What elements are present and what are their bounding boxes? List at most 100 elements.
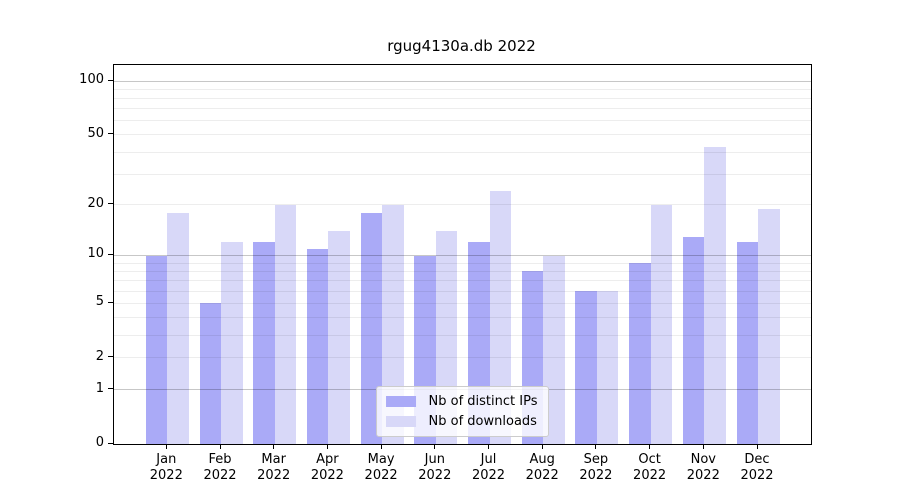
x-tick-year: 2022: [203, 468, 237, 483]
bar-downloads-mar: [274, 204, 297, 444]
x-tick-mark: [488, 444, 489, 449]
legend: Nb of distinct IPs Nb of downloads: [375, 386, 550, 437]
x-tick-year: 2022: [579, 468, 613, 483]
x-tick-year: 2022: [471, 468, 506, 483]
bar-ips-jan: [145, 255, 168, 444]
x-tick-month: Aug: [529, 452, 555, 467]
x-tick-mark: [434, 444, 436, 449]
x-tick-label: Feb 2022: [188, 452, 252, 484]
bar-downloads-dec: [758, 208, 780, 444]
y-tick-mark: [108, 79, 113, 81]
x-tick-mark: [595, 444, 597, 449]
bar-downloads-jul: [489, 190, 511, 444]
x-tick-month: Sep: [583, 452, 609, 467]
y-tick-mark: [108, 253, 113, 255]
bar-ips-oct: [629, 263, 651, 444]
bar-downloads-sep: [596, 291, 619, 444]
x-tick-year: 2022: [633, 468, 667, 483]
x-tick-mark: [380, 444, 382, 449]
bar-ips-mar: [253, 242, 275, 444]
x-tick-year: 2022: [257, 468, 291, 483]
x-tick-month: Apr: [316, 452, 339, 467]
x-tick-mark: [702, 444, 704, 449]
y-tick-label: 10: [87, 246, 104, 262]
y-tick-label: 20: [87, 195, 104, 211]
y-tick-mark: [108, 356, 113, 358]
major-gridline: [114, 80, 811, 82]
bar-downloads-feb: [221, 242, 243, 444]
minor-gridline: [114, 334, 811, 336]
bar-ips-sep: [575, 291, 597, 444]
y-tick-label: 0: [95, 435, 104, 450]
x-tick-month: Dec: [744, 452, 770, 467]
bar-downloads-may: [382, 204, 404, 444]
y-tick-mark: [108, 203, 113, 205]
x-tick-label: May 2022: [349, 452, 413, 484]
bar-downloads-jan: [167, 212, 189, 444]
x-tick-label: Nov 2022: [671, 452, 735, 484]
x-tick-label: Aug 2022: [510, 452, 574, 484]
legend-swatch-ips: [385, 396, 416, 407]
x-tick-month: May: [367, 452, 395, 467]
y-tick-mark: [108, 301, 113, 303]
x-tick-year: 2022: [149, 468, 183, 483]
x-tick-label: Sep 2022: [564, 452, 628, 484]
y-tick-label: 100: [79, 72, 104, 88]
x-tick-label: Oct 2022: [618, 452, 682, 484]
bar-downloads-nov: [704, 146, 726, 444]
bar-ips-nov: [682, 236, 705, 444]
y-tick-label: 50: [87, 125, 104, 141]
y-tick-label: 2: [95, 348, 104, 364]
major-gridline: [114, 255, 811, 256]
x-tick-label: Dec 2022: [725, 452, 789, 484]
x-tick-mark: [219, 444, 221, 449]
minor-gridline: [114, 88, 811, 90]
x-tick-label: Jun 2022: [403, 452, 467, 484]
x-tick-month: Jan: [156, 452, 177, 467]
legend-label: Nb of distinct IPs: [428, 394, 538, 409]
minor-gridline: [114, 317, 811, 318]
bar-ips-feb: [199, 303, 221, 444]
x-tick-mark: [165, 444, 167, 449]
y-tick-mark: [108, 442, 113, 444]
minor-gridline: [114, 290, 811, 292]
x-tick-year: 2022: [740, 468, 774, 483]
legend-label: Nb of downloads: [428, 414, 537, 429]
minor-gridline: [114, 151, 811, 153]
plot-area: Nb of distinct IPs Nb of downloads: [113, 64, 812, 445]
y-tick-mark: [108, 133, 113, 135]
minor-gridline: [114, 302, 811, 304]
minor-gridline: [114, 357, 811, 359]
x-tick-month: Jul: [480, 452, 497, 467]
x-tick-year: 2022: [364, 468, 398, 483]
bar-downloads-oct: [650, 204, 673, 444]
bar-ips-apr: [306, 248, 329, 444]
minor-gridline: [114, 270, 811, 272]
minor-gridline: [114, 204, 811, 206]
x-tick-month: Jun: [424, 452, 445, 467]
minor-gridline: [114, 120, 811, 122]
x-tick-label: Jul 2022: [457, 452, 521, 484]
x-tick-label: Apr 2022: [295, 452, 359, 484]
y-tick-label: 5: [95, 294, 104, 310]
x-tick-month: Mar: [261, 452, 286, 467]
minor-gridline: [114, 98, 811, 99]
x-tick-mark: [541, 444, 543, 449]
y-tick-label: 1: [95, 380, 104, 396]
x-tick-month: Oct: [638, 452, 661, 467]
bar-downloads-apr: [328, 231, 350, 444]
bar-ips-dec: [736, 242, 758, 444]
x-tick-year: 2022: [525, 468, 559, 483]
x-tick-mark: [649, 444, 651, 449]
x-tick-year: 2022: [418, 468, 452, 483]
minor-gridline: [114, 173, 811, 175]
legend-item: Nb of downloads: [385, 414, 538, 429]
minor-gridline: [114, 134, 811, 136]
x-tick-label: Mar 2022: [242, 452, 306, 484]
legend-item: Nb of distinct IPs: [385, 394, 538, 409]
x-tick-label: Jan 2022: [134, 452, 198, 484]
x-tick-mark: [273, 444, 275, 449]
minor-gridline: [114, 280, 811, 281]
minor-gridline: [114, 262, 811, 264]
